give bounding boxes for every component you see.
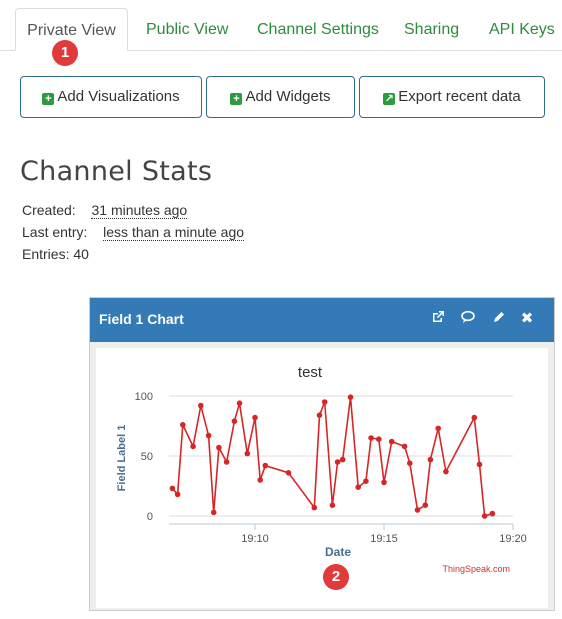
add-visualizations-button[interactable]: + Add Visualizations xyxy=(20,76,202,118)
y-tick-label: 50 xyxy=(141,451,153,463)
export-label: Export recent data xyxy=(398,88,521,105)
data-point xyxy=(401,443,408,450)
data-point xyxy=(388,438,395,445)
pencil-icon[interactable] xyxy=(490,310,508,328)
data-point xyxy=(414,507,421,513)
tab-channel-settings[interactable]: Channel Settings xyxy=(257,21,379,38)
data-point xyxy=(481,513,488,519)
x-axis-label: Date xyxy=(325,545,351,559)
data-point xyxy=(471,414,478,421)
add-widgets-label: Add Widgets xyxy=(245,88,331,105)
export-recent-data-button[interactable]: ↗ Export recent data xyxy=(359,76,545,118)
data-point xyxy=(244,450,251,457)
data-point xyxy=(231,418,238,424)
external-link-icon[interactable] xyxy=(429,310,447,328)
data-point xyxy=(236,400,243,406)
data-point xyxy=(210,509,217,516)
tab-sharing[interactable]: Sharing xyxy=(404,21,460,38)
data-point xyxy=(257,477,263,483)
panel-title: Field 1 Chart xyxy=(99,311,184,327)
data-point xyxy=(252,414,258,421)
data-point xyxy=(174,491,181,498)
data-point xyxy=(262,462,269,469)
data-point xyxy=(376,436,382,442)
data-point xyxy=(311,504,318,511)
created-value: 31 minutes ago xyxy=(91,202,188,219)
data-point xyxy=(355,484,362,490)
data-point xyxy=(476,461,483,468)
created-label: Created: xyxy=(22,202,76,218)
series-line xyxy=(171,397,493,518)
plus-icon: + xyxy=(230,93,243,105)
chart-credit: ThingSpeak.com xyxy=(442,564,510,574)
close-icon[interactable]: ✖ xyxy=(520,310,534,327)
plus-icon: + xyxy=(42,93,55,105)
data-point xyxy=(223,459,230,465)
tab-bar: Private View Public View Channel Setting… xyxy=(0,0,562,51)
stat-entries: Entries: 40 xyxy=(22,246,89,262)
add-visualizations-label: Add Visualizations xyxy=(57,88,180,105)
tab-public-view[interactable]: Public View xyxy=(146,21,229,38)
panel-header: Field 1 Chart ✖ xyxy=(90,298,554,342)
data-point xyxy=(422,502,429,508)
field-1-chart: test 0 50 100 19:10 19:15 19:20 Field Label … xyxy=(116,364,527,574)
field-1-chart-panel: Field 1 Chart ✖ test 0 50 100 19:10 19:15 19… xyxy=(89,297,555,611)
data-point xyxy=(321,399,328,405)
tab-api-keys[interactable]: API Keys xyxy=(489,21,555,38)
export-icon: ↗ xyxy=(383,93,396,105)
data-point xyxy=(347,394,354,400)
data-point xyxy=(363,478,369,484)
stat-last-entry: Last entry: less than a minute ago xyxy=(22,224,245,241)
data-point xyxy=(339,456,346,463)
data-point xyxy=(407,460,413,466)
data-point xyxy=(216,444,222,451)
data-point xyxy=(180,422,186,428)
comment-icon[interactable] xyxy=(459,310,477,328)
data-point xyxy=(190,443,196,450)
x-tick-label: 19:10 xyxy=(241,533,269,545)
entries-label: Entries: xyxy=(22,246,70,262)
data-point xyxy=(368,435,374,441)
add-widgets-button[interactable]: + Add Widgets xyxy=(206,76,355,118)
last-entry-value: less than a minute ago xyxy=(103,224,245,241)
y-tick-label: 0 xyxy=(147,511,153,523)
last-entry-label: Last entry: xyxy=(22,224,88,240)
tab-divider xyxy=(0,50,562,51)
data-point xyxy=(427,456,434,463)
data-point xyxy=(329,502,336,508)
data-point xyxy=(334,459,341,465)
chart-frame: test 0 50 100 19:10 19:15 19:20 Field Label … xyxy=(96,348,548,608)
y-tick-label: 100 xyxy=(135,391,153,403)
data-point xyxy=(205,432,212,439)
chart-title: test xyxy=(298,364,323,381)
data-point xyxy=(443,468,449,475)
data-point xyxy=(198,402,204,409)
data-point xyxy=(435,425,442,432)
data-point xyxy=(169,485,176,492)
step-badge-2: 2 xyxy=(323,564,349,590)
y-axis-label: Field Label 1 xyxy=(116,425,128,492)
x-tick-label: 19:15 xyxy=(370,533,398,545)
stat-created: Created: 31 minutes ago xyxy=(22,202,188,219)
data-point xyxy=(381,479,387,486)
data-point xyxy=(316,412,323,418)
data-point xyxy=(285,470,292,476)
data-point xyxy=(489,510,496,517)
entries-value: 40 xyxy=(73,246,89,262)
step-badge-1: 1 xyxy=(52,40,78,66)
x-tick-label: 19:20 xyxy=(499,533,527,545)
channel-stats-title: Channel Stats xyxy=(20,156,213,187)
